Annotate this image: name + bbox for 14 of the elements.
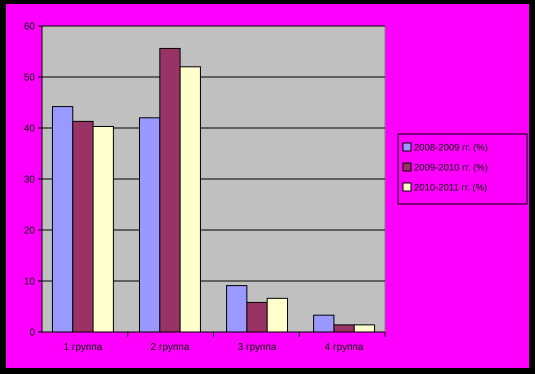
y-tick-label: 30 [24, 174, 36, 186]
y-tick-label: 50 [24, 72, 36, 84]
y-tick-label: 40 [24, 124, 36, 134]
x-tick-label: 2 группа [150, 342, 190, 353]
legend-label: 2008-2009 гг. (%) [414, 142, 488, 154]
x-tick-label: 4 группа [324, 342, 364, 353]
y-tick-label: 20 [24, 226, 36, 236]
y-tick-label: 60 [24, 22, 36, 32]
y-tick-label: 10 [24, 276, 36, 288]
y-tick-label: 0 [29, 328, 36, 338]
x-tick-label: 1 группа [64, 342, 103, 353]
legend-label: 2009-2010 гг. (%) [414, 162, 488, 174]
x-tick-label: 3 группа [238, 342, 277, 353]
legend-label: 2010-2011 гг. (%) [414, 182, 488, 194]
